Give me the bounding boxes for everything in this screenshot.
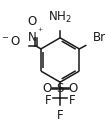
Text: $^+$: $^+$ [36, 27, 44, 36]
Text: $^-$O: $^-$O [0, 35, 21, 48]
Text: O: O [69, 83, 78, 95]
Text: F: F [44, 94, 51, 107]
Text: Br: Br [93, 31, 106, 44]
Text: F: F [69, 94, 76, 107]
Text: S: S [56, 83, 64, 95]
Text: O: O [42, 83, 52, 95]
Text: O: O [28, 15, 37, 28]
Text: N: N [28, 31, 37, 44]
Text: F: F [57, 109, 63, 122]
Text: NH$_2$: NH$_2$ [48, 10, 72, 25]
